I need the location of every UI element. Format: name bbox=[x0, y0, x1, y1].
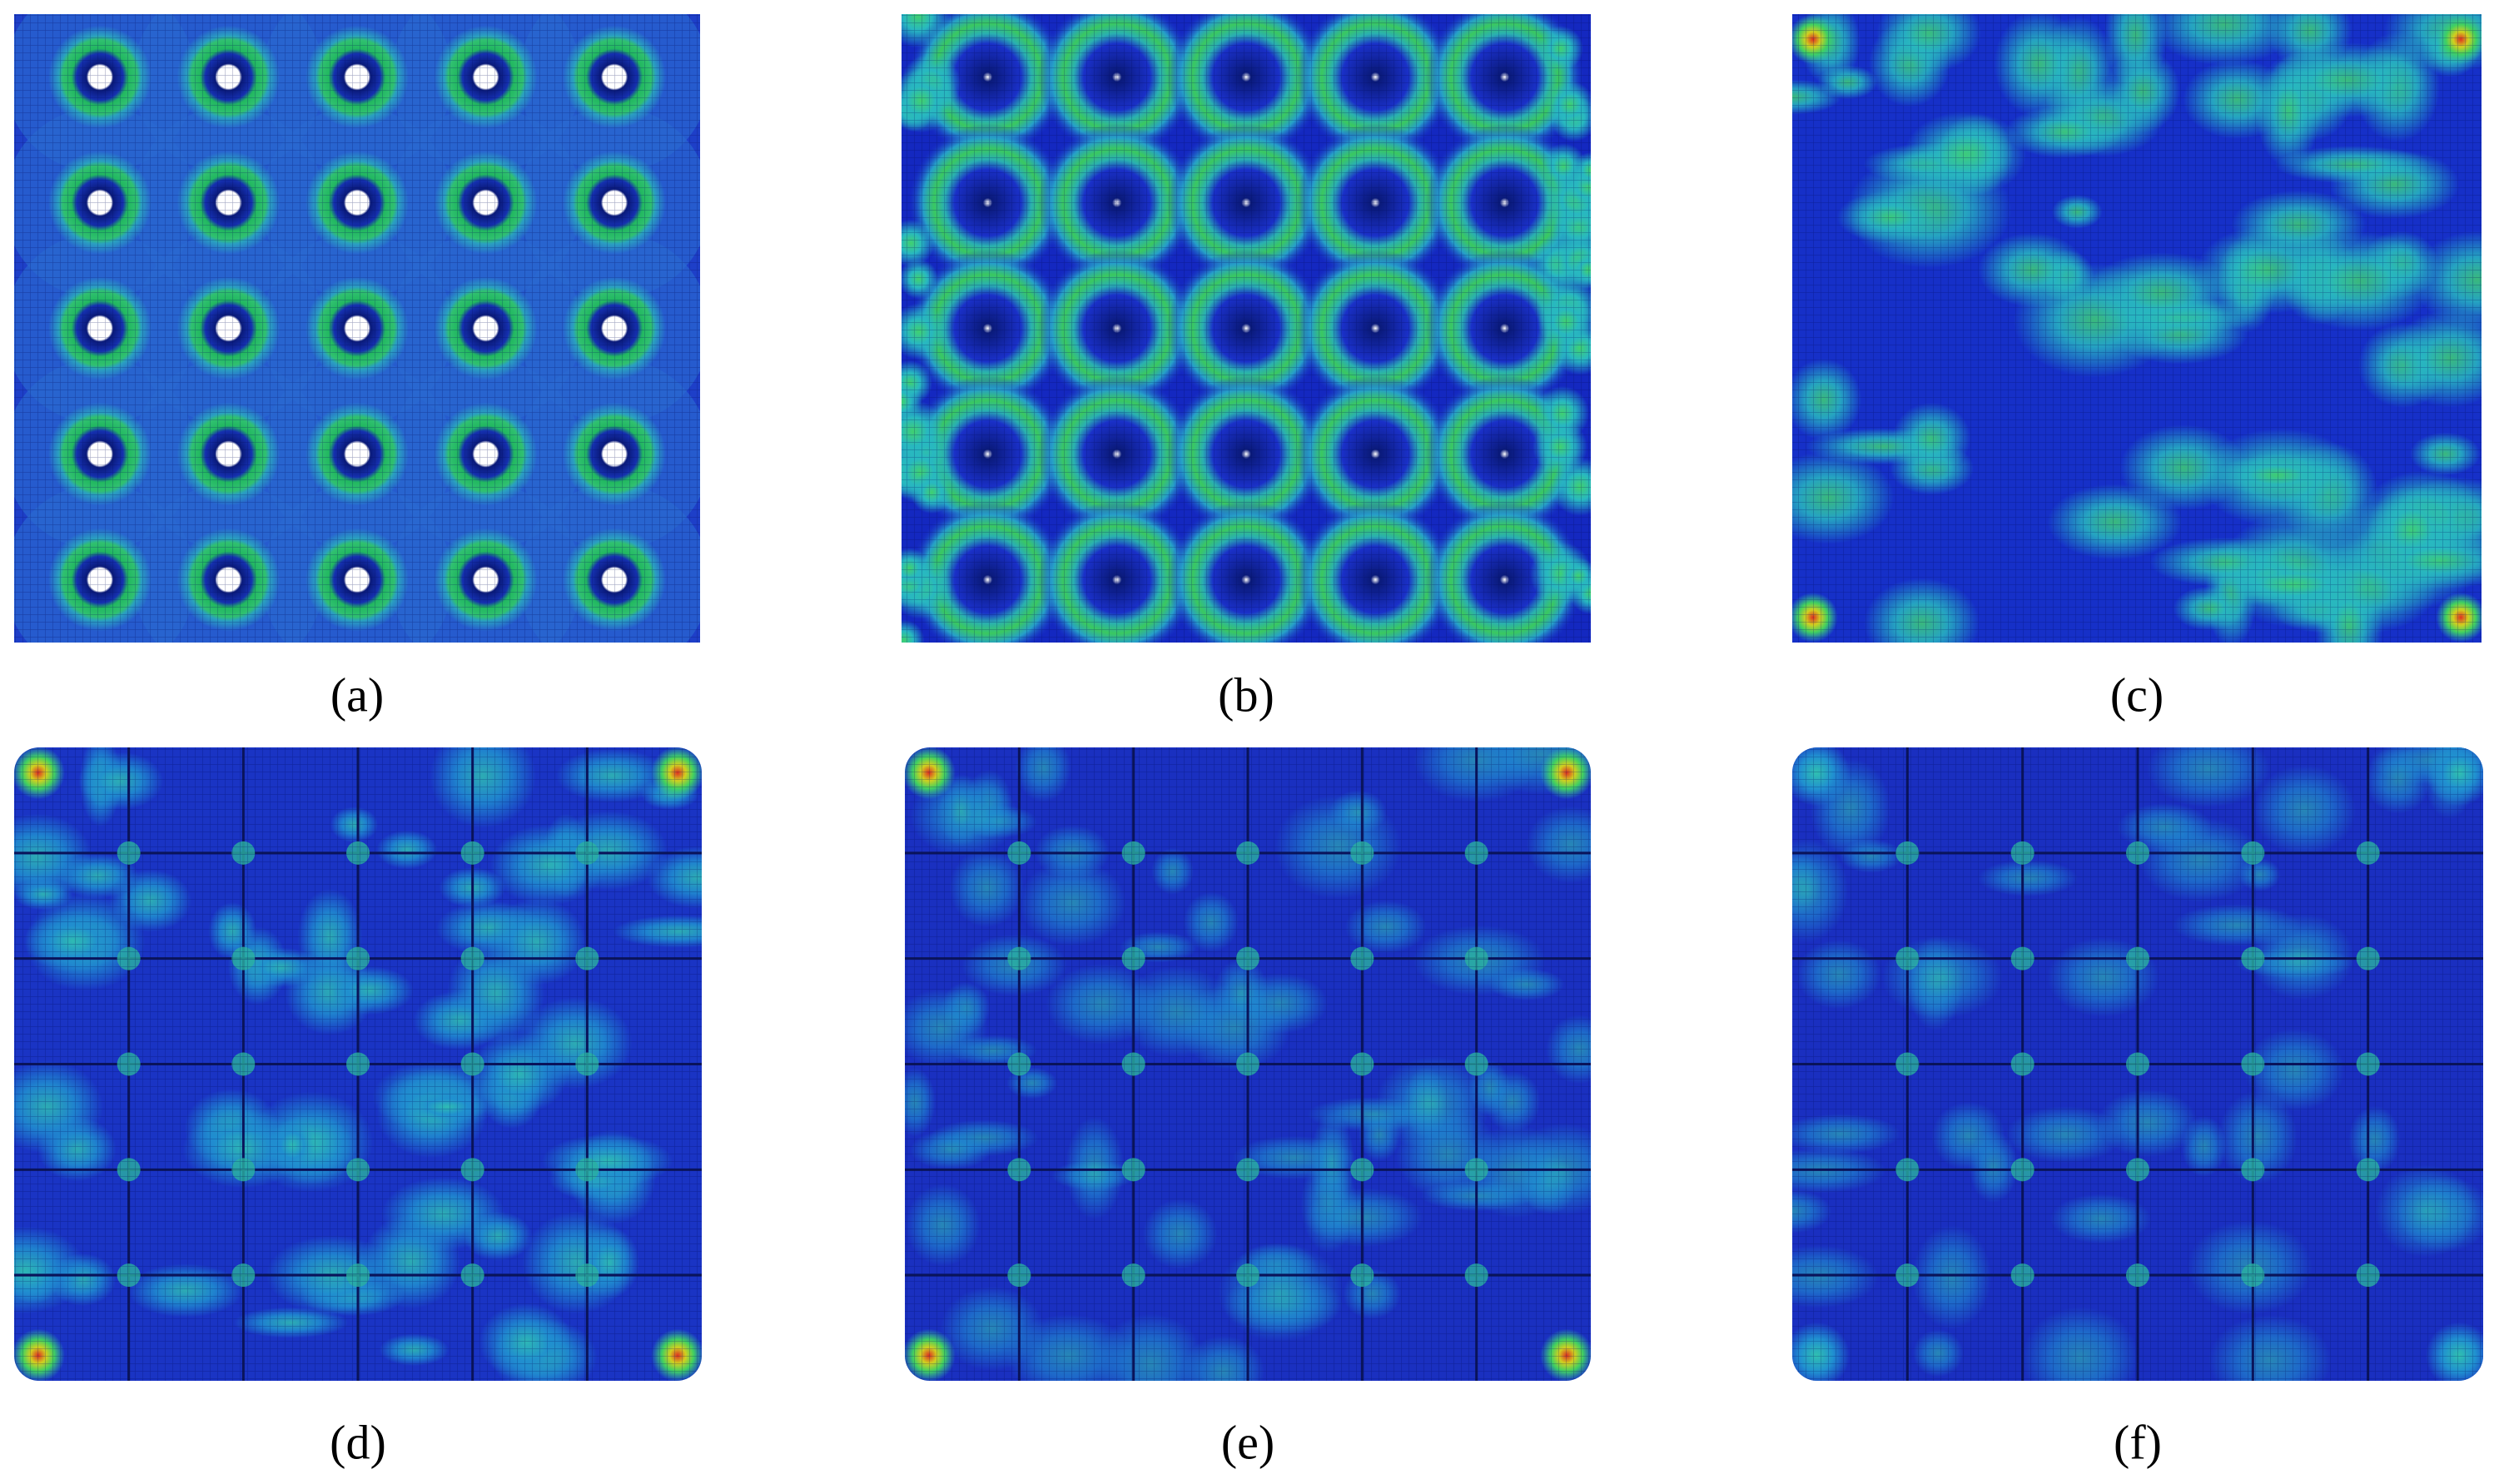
contour-plot bbox=[14, 14, 700, 643]
plot-body bbox=[14, 747, 702, 1381]
contour-plot bbox=[1792, 14, 2482, 643]
plot-body bbox=[902, 14, 1591, 643]
plot-body bbox=[1792, 747, 2483, 1381]
panel-label: (d) bbox=[330, 1415, 386, 1469]
mesh bbox=[1792, 747, 2483, 1381]
panel-label: (b) bbox=[1218, 668, 1274, 722]
mesh bbox=[14, 747, 702, 1381]
panel-label: (e) bbox=[1221, 1415, 1274, 1469]
contour-plot bbox=[905, 747, 1591, 1381]
plot-body bbox=[1792, 14, 2482, 643]
mesh bbox=[902, 14, 1591, 643]
plot-body bbox=[14, 14, 700, 643]
mesh bbox=[14, 14, 700, 643]
contour-plot bbox=[14, 747, 702, 1381]
mesh bbox=[1792, 14, 2482, 643]
panel-label: (a) bbox=[330, 668, 384, 722]
plot-body bbox=[905, 747, 1591, 1381]
panel-label: (f) bbox=[2114, 1415, 2162, 1469]
mesh bbox=[905, 747, 1591, 1381]
contour-plot bbox=[902, 14, 1591, 643]
contour-plot bbox=[1792, 747, 2483, 1381]
panel-label: (c) bbox=[2110, 668, 2164, 722]
